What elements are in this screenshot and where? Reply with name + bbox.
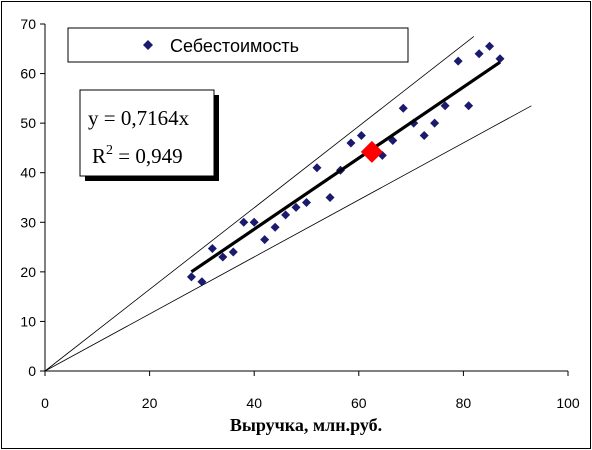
legend-entry-sebestoimost: Себестоимость (170, 36, 299, 56)
y-tick-label: 20 (20, 264, 36, 280)
r-squared-exponent: 2 (106, 143, 113, 158)
bound-line-1 (44, 36, 475, 372)
data-point (495, 54, 505, 64)
data-point (356, 131, 366, 141)
data-point (346, 138, 356, 148)
data-point (464, 101, 474, 111)
data-point (453, 56, 463, 66)
data-point (291, 202, 301, 212)
data-point (186, 272, 196, 282)
y-tick-label: 0 (28, 363, 36, 379)
y-tick-label: 50 (20, 115, 36, 131)
data-point (325, 193, 335, 202)
data-point (197, 277, 207, 287)
highlighted-point (360, 140, 383, 163)
data-point (419, 131, 429, 141)
data-point (302, 197, 311, 207)
x-tick-label: 0 (41, 395, 49, 411)
x-tick-label: 20 (142, 395, 158, 411)
data-point (474, 49, 484, 59)
data-point (239, 217, 249, 227)
data-point (260, 235, 270, 245)
data-point (249, 217, 259, 227)
x-tick-label: 100 (556, 395, 580, 411)
trendline (190, 60, 501, 274)
legend: Себестоимость (67, 27, 409, 63)
data-point (270, 222, 280, 232)
data-point (207, 244, 217, 254)
regression-equation: y = 0,7164x (88, 106, 190, 130)
r-squared: R2 = 0,949 (92, 143, 183, 168)
regression-annotation: y = 0,7164x R2 = 0,949 (79, 89, 219, 181)
x-tick-label: 40 (246, 395, 262, 411)
x-axis-label: Выручка, млн.руб. (230, 415, 382, 435)
y-tick-label: 30 (20, 214, 36, 230)
data-point (281, 210, 291, 220)
data-point (218, 252, 228, 262)
x-tick-label: 80 (456, 395, 472, 411)
y-tick-label: 10 (20, 313, 36, 329)
y-tick-label: 60 (20, 66, 36, 82)
data-point (228, 247, 238, 257)
y-tick-label: 70 (20, 16, 36, 32)
r-squared-value: = 0,949 (113, 144, 183, 168)
data-point (312, 163, 322, 173)
legend-marker-diamond (143, 40, 153, 50)
plot-area: 0 10 20 30 40 50 60 70 0 20 40 60 80 100 (20, 16, 579, 411)
x-tick-label: 60 (351, 395, 367, 411)
r-squared-symbol: R (92, 144, 106, 168)
data-point (430, 118, 440, 128)
data-point (440, 101, 450, 111)
legend-box (67, 27, 409, 63)
data-point (398, 103, 408, 113)
annotation-box (79, 89, 215, 177)
data-point (485, 41, 495, 51)
y-tick-label: 40 (20, 165, 36, 181)
bound-line-2 (44, 105, 532, 372)
